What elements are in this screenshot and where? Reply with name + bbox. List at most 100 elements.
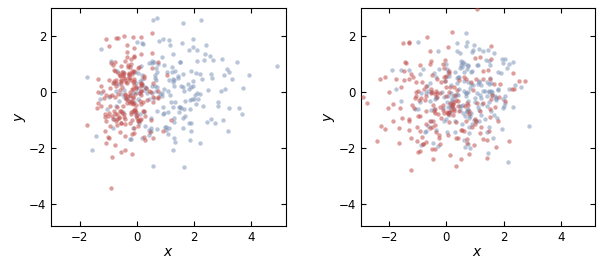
Point (441, 94, 451, 98)
Point (120, 148, 130, 152)
Point (458, 122, 467, 126)
Point (460, 104, 470, 108)
Point (272, 63, 281, 68)
Point (449, 85, 459, 89)
Point (223, 129, 233, 133)
Point (461, 44, 471, 48)
Point (464, 109, 474, 113)
Point (444, 110, 454, 114)
Point (137, 84, 146, 88)
Point (446, 108, 456, 112)
Point (431, 96, 440, 100)
Point (167, 70, 177, 74)
Point (111, 89, 120, 93)
Point (514, 79, 524, 83)
Point (166, 100, 176, 104)
Point (117, 79, 126, 83)
Point (192, 91, 202, 95)
Point (415, 114, 425, 118)
Point (483, 80, 492, 84)
Point (432, 77, 442, 82)
Point (433, 112, 443, 116)
Point (520, 79, 530, 83)
Point (126, 65, 135, 69)
Point (140, 88, 149, 92)
Point (448, 106, 458, 110)
Point (170, 69, 180, 74)
Point (94, 101, 103, 106)
Point (123, 94, 133, 98)
Point (449, 100, 458, 104)
Point (219, 73, 228, 77)
Point (132, 40, 141, 44)
Point (451, 93, 460, 97)
Point (175, 110, 184, 114)
Point (147, 66, 157, 70)
Point (105, 86, 115, 90)
Point (426, 59, 435, 63)
Point (471, 77, 481, 81)
Point (118, 85, 127, 89)
Point (461, 31, 471, 35)
Point (442, 74, 451, 78)
Point (442, 117, 451, 121)
Point (452, 76, 462, 80)
Point (448, 104, 457, 108)
Point (472, 91, 481, 95)
Point (439, 95, 449, 99)
Point (493, 88, 503, 93)
Point (118, 70, 127, 74)
Point (443, 110, 452, 114)
Point (406, 167, 416, 172)
Point (433, 144, 443, 148)
Point (426, 90, 435, 94)
Point (163, 89, 173, 94)
Point (445, 113, 454, 117)
Point (127, 152, 137, 156)
Point (472, 101, 482, 105)
Point (137, 73, 147, 77)
Point (112, 124, 122, 128)
Point (489, 136, 498, 140)
Point (464, 131, 474, 135)
Point (107, 155, 117, 159)
Point (173, 76, 183, 80)
Point (125, 101, 135, 105)
Point (178, 85, 188, 89)
Point (411, 96, 420, 100)
Point (222, 67, 232, 71)
Point (415, 72, 425, 76)
Point (104, 111, 114, 115)
Point (486, 97, 495, 101)
Point (114, 92, 123, 96)
Point (426, 119, 436, 124)
Point (466, 114, 475, 118)
Point (396, 85, 405, 89)
Point (462, 108, 472, 112)
Point (467, 125, 477, 129)
Point (162, 125, 172, 129)
Point (493, 87, 503, 91)
Point (136, 89, 146, 93)
Point (452, 41, 462, 45)
Point (117, 111, 127, 115)
Point (441, 85, 451, 89)
Point (362, 101, 372, 105)
Point (408, 75, 417, 79)
Point (445, 85, 455, 89)
Point (425, 126, 435, 131)
Point (414, 150, 423, 154)
Point (491, 96, 501, 100)
Point (147, 30, 156, 35)
Point (109, 81, 119, 85)
Point (469, 143, 479, 147)
Point (119, 112, 129, 116)
Point (426, 90, 436, 95)
Point (486, 89, 496, 93)
Point (445, 101, 455, 105)
Point (137, 102, 146, 107)
Point (437, 90, 447, 95)
Point (470, 100, 480, 104)
Point (413, 139, 422, 143)
Point (471, 119, 481, 123)
